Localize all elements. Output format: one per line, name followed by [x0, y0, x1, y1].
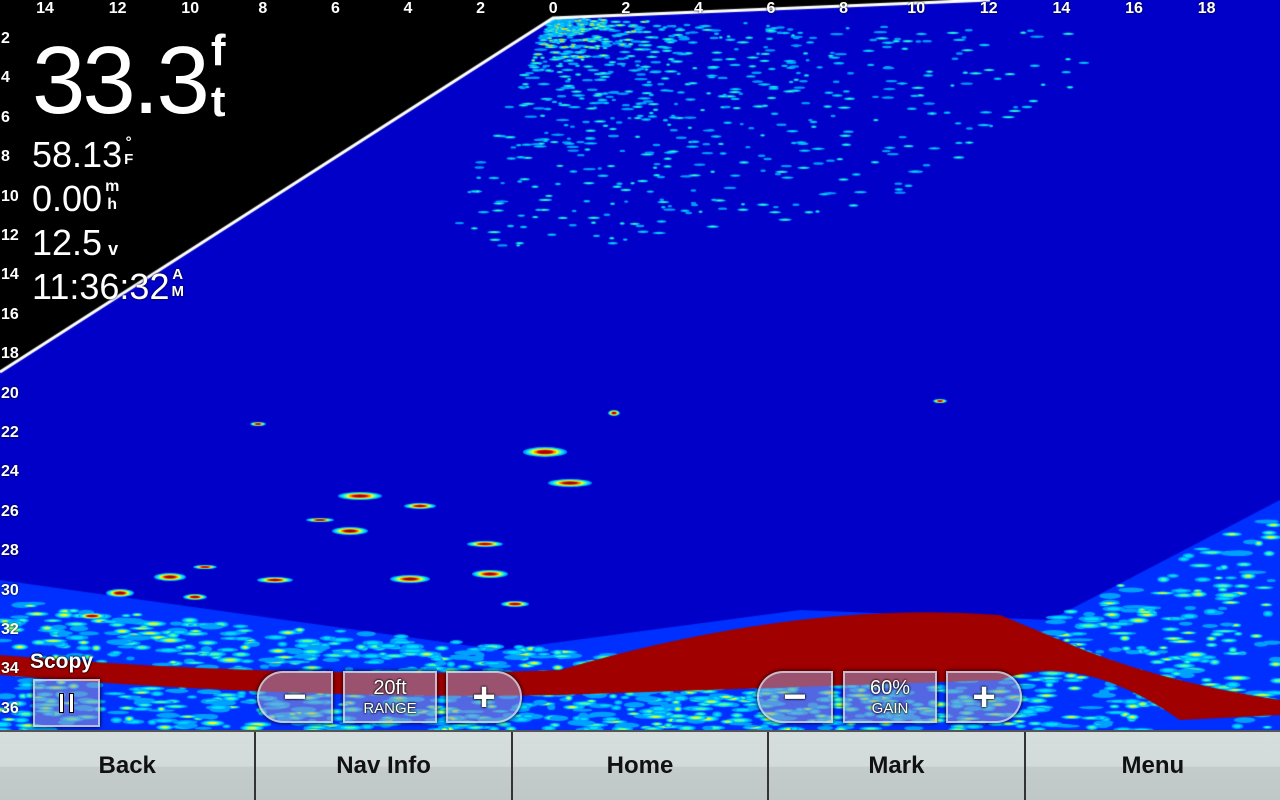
top-axis-tick: 2 [476, 0, 486, 17]
speed-unit-bottom: h [107, 196, 118, 214]
depth-axis-tick: 14 [1, 266, 19, 284]
sonar-returns [0, 0, 1280, 730]
depth-axis-tick: 26 [1, 502, 19, 520]
top-axis-tick: 6 [330, 0, 340, 17]
gain-display: 60% GAIN [843, 671, 937, 723]
top-axis-tick: 2 [621, 0, 631, 17]
top-axis-tick: 16 [1125, 0, 1143, 17]
depth-unit-top: f [210, 26, 226, 75]
gain-label: GAIN [871, 699, 909, 717]
time-readout: 11:36:32 A M [32, 266, 184, 307]
time-value: 11:36:32 [32, 266, 170, 307]
depth-axis-tick: 30 [1, 581, 19, 599]
depth-axis-tick: 2 [1, 30, 10, 47]
depth-axis-tick: 10 [1, 187, 19, 205]
depth-axis-tick: 4 [1, 69, 10, 87]
mark-button[interactable]: Mark [769, 732, 1026, 800]
depth-axis-tick: 32 [1, 621, 19, 638]
minus-icon: − [283, 675, 307, 719]
top-axis-tick: 14 [1052, 0, 1071, 17]
gain-value: 60% [869, 676, 911, 699]
depth-axis-tick: 16 [1, 305, 19, 323]
top-axis-tick: 4 [693, 0, 703, 17]
depth-axis-tick: 8 [1, 148, 10, 166]
speed-unit-top: m [105, 178, 120, 195]
home-button[interactable]: Home [512, 732, 770, 800]
depth-axis-tick: 22 [1, 424, 19, 441]
time-unit-bottom: M [171, 283, 184, 301]
plus-icon: + [972, 675, 996, 719]
voltage-value: 12.5 [32, 222, 103, 263]
temp-unit-bottom: F [124, 151, 134, 169]
depth-axis-tick: 34 [1, 660, 19, 678]
minus-icon: − [783, 675, 807, 719]
range-value: 20ft [373, 676, 407, 699]
top-axis-tick: 10 [181, 0, 200, 17]
range-display: 20ft RANGE [343, 671, 437, 723]
softkey-bar: Back Nav Info Home Mark Menu [0, 730, 1280, 800]
back-button[interactable]: Back [0, 732, 257, 800]
top-axis-tick: 18 [1197, 0, 1216, 17]
depth-axis-tick: 20 [1, 384, 19, 402]
sonar-view[interactable] [0, 0, 1280, 730]
top-axis-tick: 14 [36, 0, 54, 17]
pause-button[interactable] [33, 679, 100, 727]
depth-axis-tick: 18 [1, 345, 19, 363]
top-axis-tick: 4 [403, 0, 413, 17]
range-increase-button[interactable]: + [446, 671, 522, 723]
depth-axis-tick: 6 [1, 108, 10, 126]
depth-axis-tick: 28 [1, 542, 19, 560]
depth-unit-bottom: t [210, 76, 226, 126]
top-axis-tick: 8 [839, 0, 849, 17]
mode-label: Scopy [30, 650, 94, 673]
speed-value: 0.00 [32, 178, 103, 219]
top-axis-tick: 12 [108, 0, 127, 17]
gain-decrease-button[interactable]: − [757, 671, 833, 723]
speed-readout: 0.00 m h [32, 178, 119, 219]
menu-button[interactable]: Menu [1025, 732, 1280, 800]
top-axis-tick: 6 [766, 0, 776, 17]
top-axis-tick: 0 [548, 0, 558, 17]
depth-readout: 33.3 f t [32, 26, 226, 136]
depth-axis-tick: 24 [1, 463, 19, 481]
range-label: RANGE [363, 699, 417, 717]
water-temp-value: 58.13 [32, 134, 123, 175]
voltage-readout: 12.5 v [32, 222, 118, 263]
time-unit-top: A [172, 266, 184, 283]
depth-axis-tick: 36 [1, 699, 19, 717]
depth-axis-tick: 12 [1, 227, 19, 244]
gain-increase-button[interactable]: + [946, 671, 1022, 723]
depth-value: 33.3 [32, 27, 210, 134]
top-axis-tick: 10 [907, 0, 926, 17]
top-axis-tick: 12 [979, 0, 998, 17]
plus-icon: + [472, 675, 496, 719]
range-decrease-button[interactable]: − [257, 671, 333, 723]
voltage-unit: v [108, 239, 119, 259]
nav-info-button[interactable]: Nav Info [256, 732, 513, 800]
water-temp-readout: 58.13 ° F [32, 134, 133, 175]
pause-icon [59, 693, 74, 713]
top-axis-tick: 8 [258, 0, 268, 17]
temp-unit-top: ° [125, 134, 132, 151]
